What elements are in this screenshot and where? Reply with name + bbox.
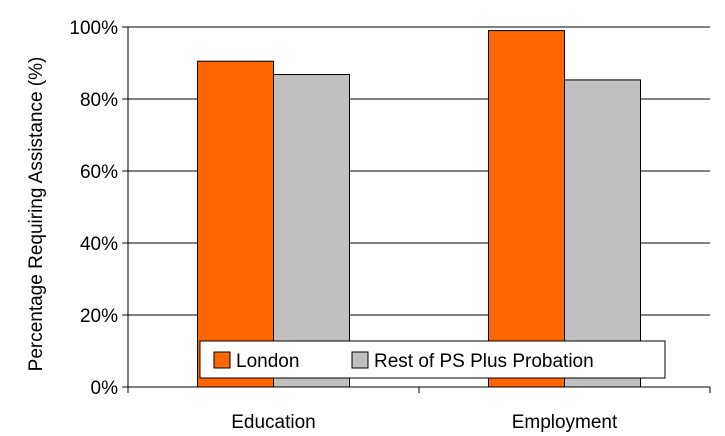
- y-tick-label: 20%: [80, 306, 118, 327]
- bar-employment-rest-of-ps-plus-probation: [564, 79, 641, 388]
- legend-label: London: [236, 351, 299, 372]
- bar-employment-london: [488, 30, 565, 388]
- y-axis-label: Percentage Requiring Assistance (%): [26, 57, 47, 372]
- legend-swatch: [351, 351, 369, 369]
- bar-education-london: [197, 60, 274, 388]
- y-tick-label: 0%: [91, 378, 119, 399]
- y-tick-label: 40%: [80, 234, 118, 255]
- bars: [197, 30, 641, 388]
- x-tick-labels: Education Employment: [231, 412, 618, 433]
- legend-box: [199, 340, 666, 379]
- bar-education-rest-of-ps-plus-probation: [273, 74, 350, 388]
- y-tick-label: 100%: [69, 18, 118, 39]
- x-tick-label: Employment: [512, 412, 618, 433]
- axes: [122, 26, 711, 393]
- legend: London Rest of PS Plus Probation: [199, 340, 666, 379]
- x-tick-label: Education: [231, 412, 316, 433]
- y-tick-label: 60%: [80, 162, 118, 183]
- y-tick-label: 80%: [80, 90, 118, 111]
- legend-swatch: [213, 351, 231, 369]
- legend-label: Rest of PS Plus Probation: [374, 351, 594, 372]
- y-tick-labels: 0% 20% 40% 60% 80% 100%: [69, 18, 118, 399]
